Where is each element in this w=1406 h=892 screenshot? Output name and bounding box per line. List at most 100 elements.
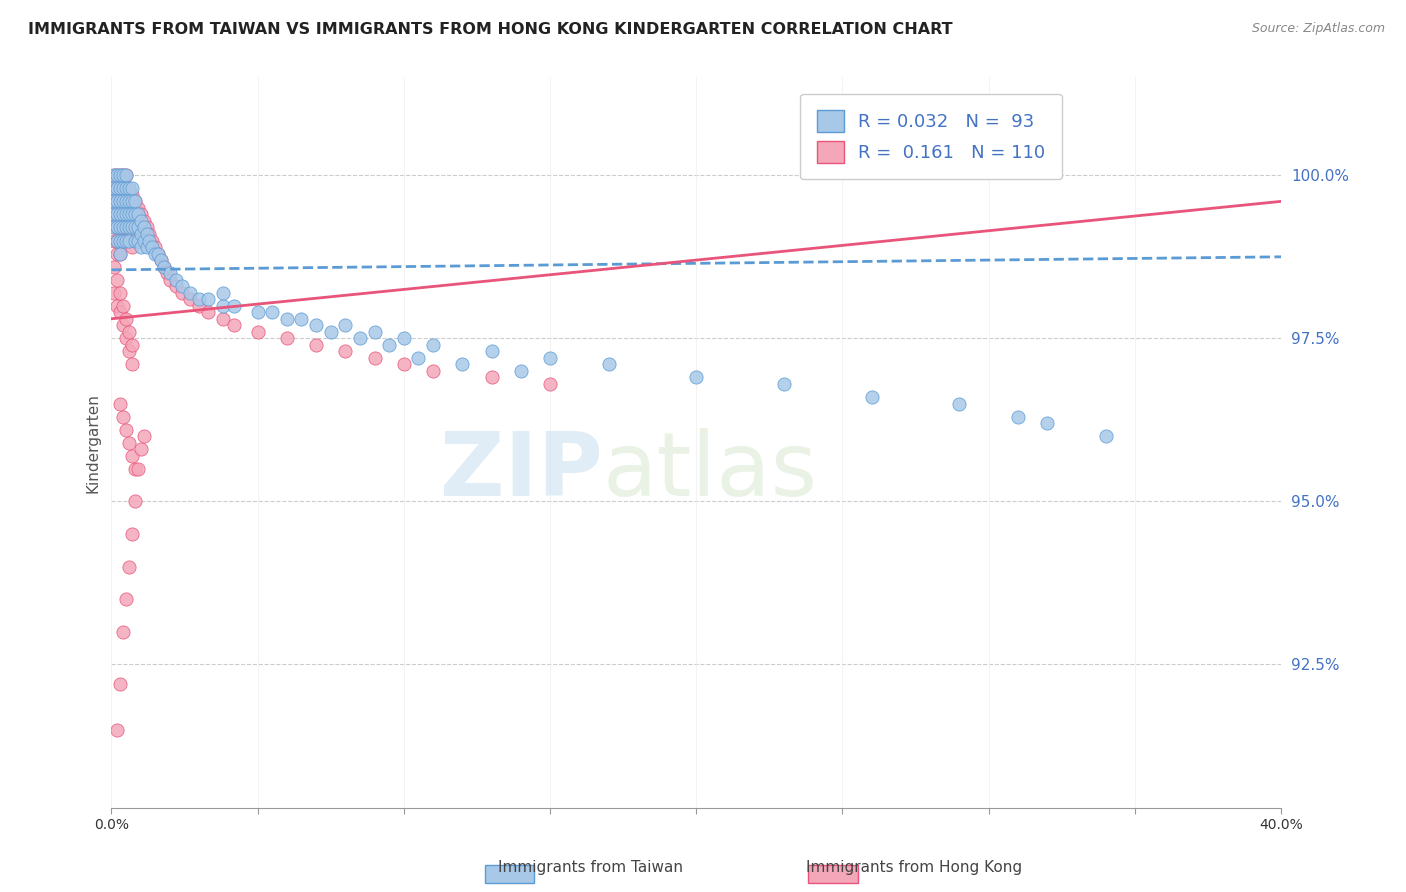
Point [124,462,146,476]
Point [118,194,141,209]
Point [197,305,219,319]
Point [132,429,155,443]
Point [105,194,128,209]
Point [124,194,146,209]
Point [112,207,135,221]
Point [103,260,125,274]
Point [118,559,141,574]
Point [127,220,149,235]
Point [108,207,131,221]
Point [108,246,131,260]
Point [451,358,474,372]
Point [108,285,131,300]
Point [121,338,143,352]
Point [1094,429,1116,443]
Point [305,338,328,352]
Point [165,279,187,293]
Point [108,169,131,183]
Point [509,364,531,378]
Point [124,234,146,248]
Point [103,220,125,235]
Point [103,181,125,195]
Point [118,220,141,235]
Point [121,449,143,463]
Point [105,169,128,183]
Point [105,181,128,195]
Point [105,194,128,209]
Point [124,207,146,221]
Point [118,344,141,359]
Point [118,181,141,195]
Point [105,234,128,248]
Point [538,377,561,392]
Point [129,442,152,457]
Point [103,207,125,221]
Point [124,220,146,235]
Point [108,234,131,248]
Point [115,220,138,235]
Point [115,181,138,195]
Point [224,299,246,313]
Point [422,338,444,352]
Text: Immigrants from Hong Kong: Immigrants from Hong Kong [806,861,1022,875]
Point [124,234,146,248]
Point [115,234,138,248]
Point [129,207,152,221]
Point [135,240,157,254]
Point [179,285,201,300]
Point [112,409,135,424]
Point [112,234,135,248]
Point [363,325,385,339]
Point [422,364,444,378]
Point [481,370,503,384]
Point [103,220,125,235]
Point [127,462,149,476]
Point [188,299,211,313]
Point [948,396,970,410]
Point [115,169,138,183]
Point [115,220,138,235]
Point [103,194,125,209]
Point [170,285,193,300]
Point [112,194,135,209]
Point [124,220,146,235]
Point [165,273,187,287]
Point [105,169,128,183]
Point [115,311,138,326]
Point [124,194,146,209]
Point [127,214,149,228]
Point [129,220,152,235]
Point [118,220,141,235]
Point [319,325,342,339]
Point [118,194,141,209]
Point [197,292,219,306]
Point [118,435,141,450]
Point [246,305,269,319]
Text: IMMIGRANTS FROM TAIWAN VS IMMIGRANTS FROM HONG KONG KINDERGARTEN CORRELATION CHA: IMMIGRANTS FROM TAIWAN VS IMMIGRANTS FRO… [28,22,953,37]
Point [105,220,128,235]
Point [105,234,128,248]
Point [1036,416,1059,430]
Point [224,318,246,333]
Point [112,220,135,235]
Point [408,351,430,365]
Legend: R = 0.032   N =  93, R =  0.161   N = 110: R = 0.032 N = 93, R = 0.161 N = 110 [800,94,1062,179]
Point [108,169,131,183]
Point [156,266,179,280]
Point [105,723,128,737]
Point [378,338,401,352]
Text: Immigrants from Taiwan: Immigrants from Taiwan [498,861,683,875]
Point [112,299,135,313]
Point [108,181,131,195]
Point [138,234,160,248]
Point [105,299,128,313]
Point [141,240,163,254]
Point [118,181,141,195]
Point [132,234,155,248]
Point [115,423,138,437]
Point [121,214,143,228]
Point [121,207,143,221]
Point [349,331,371,345]
Point [124,494,146,508]
Point [115,181,138,195]
